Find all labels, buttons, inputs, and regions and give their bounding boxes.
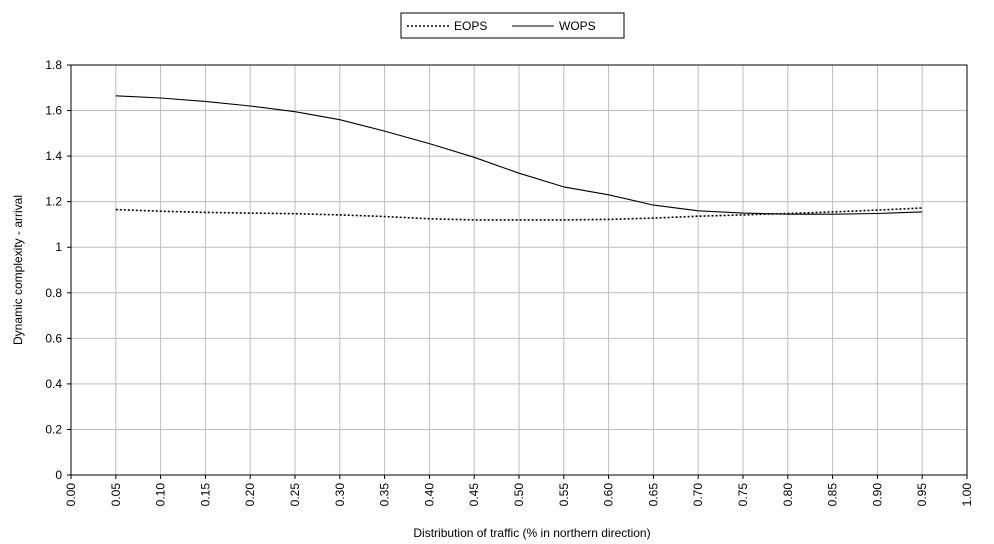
x-tick-label: 0.35 [378, 483, 392, 507]
x-tick-label: 0.45 [467, 483, 481, 507]
y-tick-label: 1.4 [45, 149, 62, 163]
x-tick-label: 0.15 [198, 483, 212, 507]
x-tick-label: 0.30 [333, 483, 347, 507]
x-axis-label: Distribution of traffic (% in northern d… [413, 526, 650, 540]
gridlines [71, 65, 967, 475]
y-tick-label: 0.8 [45, 286, 62, 300]
x-tick-label: 0.40 [422, 483, 436, 507]
x-tick-label: 0.05 [109, 483, 123, 507]
y-tick-label: 1.6 [45, 104, 62, 118]
x-tick-label: 0.20 [243, 483, 257, 507]
x-tick-label: 0.60 [602, 483, 616, 507]
x-tick-label: 0.95 [915, 483, 929, 507]
x-tick-label: 0.90 [870, 483, 884, 507]
x-tick-label: 0.55 [557, 483, 571, 507]
legend-wops-label: WOPS [559, 19, 596, 33]
y-axis-label: Dynamic complexity - arrival [11, 195, 25, 345]
x-tick-label: 0.80 [781, 483, 795, 507]
x-tick-label: 0.70 [691, 483, 705, 507]
series-line-wops [115, 95, 923, 215]
x-tick-label: 0.10 [154, 483, 168, 507]
series-line-eops [115, 207, 923, 221]
y-tick-label: 1.2 [45, 195, 62, 209]
y-tick-label: 0.4 [45, 377, 62, 391]
x-tick-label: 0.50 [512, 483, 526, 507]
x-tick-label: 0.75 [736, 483, 750, 507]
y-tick-label: 0.2 [45, 422, 62, 436]
x-axis: 0.00 0.05 0.10 0.15 0.20 0.25 0.30 0.35 0.40 0.45… [64, 475, 974, 506]
y-tick-label: 0.6 [45, 331, 62, 345]
x-tick-label: 0.65 [646, 483, 660, 507]
y-tick-label: 1 [55, 240, 62, 254]
x-tick-label: 0.00 [64, 483, 78, 507]
series-lines [115, 95, 923, 221]
y-tick-label: 0 [55, 468, 62, 482]
legend-eops-label: EOPS [454, 19, 487, 33]
x-tick-label: 1.00 [960, 483, 974, 507]
y-tick-label: 1.8 [45, 58, 62, 72]
y-axis: 0 0.2 0.4 0.6 0.8 1 1.2 1.4 1.6 1.8 [45, 58, 71, 482]
x-tick-label: 0.25 [288, 483, 302, 507]
x-tick-label: 0.85 [826, 483, 840, 507]
